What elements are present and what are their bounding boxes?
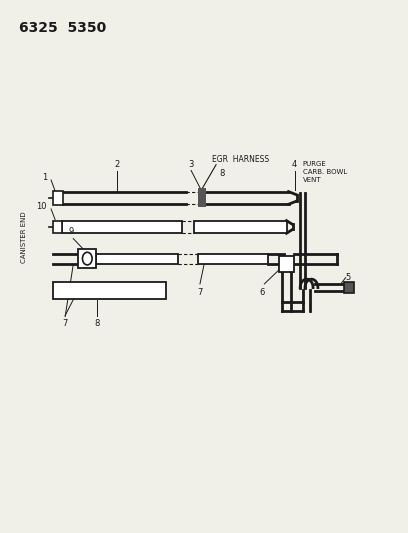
Text: PURGE
CARB. BOWL
VENT: PURGE CARB. BOWL VENT bbox=[303, 161, 347, 183]
Text: 5: 5 bbox=[346, 272, 351, 281]
Bar bbox=[53, 191, 63, 205]
Text: 6325  5350: 6325 5350 bbox=[19, 21, 106, 35]
Text: 3: 3 bbox=[188, 160, 194, 169]
Text: 7: 7 bbox=[62, 319, 68, 328]
Text: 2: 2 bbox=[115, 160, 120, 169]
Bar bbox=[198, 189, 206, 207]
Text: 1: 1 bbox=[42, 173, 47, 182]
Text: CANISTER END: CANISTER END bbox=[21, 212, 27, 263]
Bar bbox=[62, 221, 182, 233]
Bar bbox=[53, 221, 62, 233]
Circle shape bbox=[82, 252, 92, 265]
Bar bbox=[96, 254, 178, 264]
Text: 9: 9 bbox=[69, 228, 74, 237]
Text: 8: 8 bbox=[95, 319, 100, 328]
Bar bbox=[198, 254, 268, 264]
Bar bbox=[78, 249, 96, 268]
Text: 8: 8 bbox=[220, 169, 225, 178]
Text: 7: 7 bbox=[197, 288, 203, 296]
Bar bbox=[194, 221, 286, 233]
Text: 4: 4 bbox=[292, 160, 297, 169]
Text: 10: 10 bbox=[37, 203, 47, 212]
Text: 6: 6 bbox=[259, 288, 265, 296]
Bar bbox=[344, 282, 354, 293]
Text: EGR  HARNESS: EGR HARNESS bbox=[212, 155, 269, 164]
Bar bbox=[279, 256, 294, 272]
Bar bbox=[53, 282, 166, 298]
